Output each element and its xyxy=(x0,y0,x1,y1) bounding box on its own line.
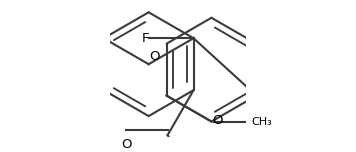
Text: F: F xyxy=(141,32,149,45)
Text: O: O xyxy=(212,114,222,127)
Text: O: O xyxy=(121,138,131,152)
Text: CH₃: CH₃ xyxy=(251,117,272,126)
Text: O: O xyxy=(149,50,159,63)
